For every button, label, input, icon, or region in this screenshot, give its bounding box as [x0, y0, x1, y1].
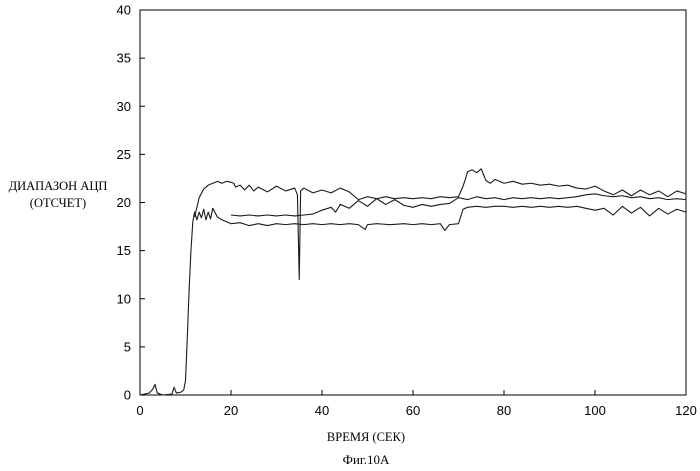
x-axis-label: ВРЕМЯ (СЕК) [327, 430, 405, 444]
x-tick-label: 60 [406, 403, 420, 418]
x-tick-label: 80 [497, 403, 511, 418]
y-tick-label: 10 [117, 291, 131, 306]
x-tick-label: 120 [675, 403, 697, 418]
x-tick-label: 40 [315, 403, 329, 418]
y-axis-label-line-1: ДИАПАЗОН АЦП [9, 179, 108, 193]
y-tick-label: 0 [124, 388, 131, 403]
y-tick-label: 15 [117, 243, 131, 258]
figure-caption: Фиг.10А [343, 452, 390, 467]
x-tick-label: 20 [224, 403, 238, 418]
y-tick-label: 25 [117, 147, 131, 162]
x-tick-label: 0 [136, 403, 143, 418]
y-tick-label: 30 [117, 99, 131, 114]
y-tick-label: 40 [117, 3, 131, 18]
y-tick-label: 35 [117, 51, 131, 66]
y-tick-label: 5 [124, 339, 131, 354]
y-axis-label-line-2: (ОТСЧЕТ) [30, 196, 86, 210]
x-tick-label: 100 [584, 403, 606, 418]
y-tick-label: 20 [117, 195, 131, 210]
plot-area [140, 10, 686, 395]
